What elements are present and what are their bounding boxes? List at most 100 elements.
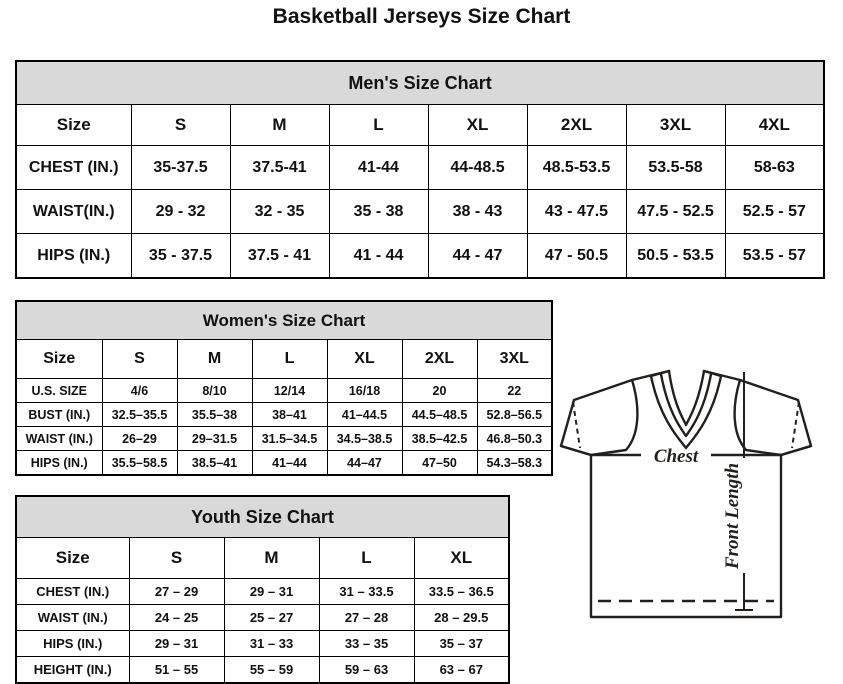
- mens-chest-4xl: 58-63: [724, 145, 825, 190]
- chest-label: Chest: [654, 446, 699, 467]
- youth-chart-banner: Youth Size Chart: [15, 495, 510, 538]
- youth-waist-s: 24 – 25: [128, 604, 225, 631]
- womens-ussize-xl: 16/18: [326, 378, 403, 403]
- mens-waist-xl: 38 - 43: [427, 189, 528, 234]
- womens-ussize-m: 8/10: [176, 378, 253, 403]
- youth-header-xl: XL: [413, 537, 510, 579]
- womens-header-size: Size: [15, 339, 103, 379]
- womens-hips-3xl: 54.3–58.3: [476, 450, 553, 476]
- womens-waist-m: 29–31.5: [176, 426, 253, 451]
- youth-hips-s: 29 – 31: [128, 630, 225, 657]
- mens-waist-3xl: 47.5 - 52.5: [625, 189, 726, 234]
- womens-ussize-2xl: 20: [401, 378, 478, 403]
- youth-waist-m: 25 – 27: [223, 604, 320, 631]
- v-neck-collar: [649, 369, 723, 450]
- front-length-label: Front Length: [722, 463, 743, 570]
- table-row: HIPS (IN.) 35.5–58.5 38.5–41 41–44 44–47…: [15, 450, 553, 476]
- womens-ussize-3xl: 22: [476, 378, 553, 403]
- table-row: HIPS (IN.) 35 - 37.5 37.5 - 41 41 - 44 4…: [15, 233, 825, 279]
- mens-header-4xl: 4XL: [724, 104, 825, 146]
- table-row: WAIST (IN.) 26–29 29–31.5 31.5–34.5 34.5…: [15, 426, 553, 451]
- womens-chart-header-row: Size S M L XL 2XL 3XL: [15, 339, 553, 379]
- youth-hips-m: 31 – 33: [223, 630, 320, 657]
- youth-row-label-hips: HIPS (IN.): [15, 630, 130, 657]
- table-row: WAIST(IN.) 29 - 32 32 - 35 35 - 38 38 - …: [15, 189, 825, 234]
- mens-chest-xl: 44-48.5: [427, 145, 528, 190]
- youth-chest-l: 31 – 33.5: [318, 578, 415, 605]
- mens-hips-3xl: 50.5 - 53.5: [625, 233, 726, 279]
- table-row: CHEST (IN.) 27 – 29 29 – 31 31 – 33.5 33…: [15, 578, 510, 605]
- youth-hips-l: 33 – 35: [318, 630, 415, 657]
- mens-header-2xl: 2XL: [526, 104, 627, 146]
- mens-waist-4xl: 52.5 - 57: [724, 189, 825, 234]
- sleeve-cuff-seam: [572, 401, 800, 449]
- mens-chart-header-row: Size S M L XL 2XL 3XL 4XL: [15, 104, 825, 146]
- womens-row-label-us-size: U.S. SIZE: [15, 378, 103, 403]
- mens-hips-l: 41 - 44: [328, 233, 429, 279]
- womens-ussize-l: 12/14: [251, 378, 328, 403]
- womens-chart-banner: Women's Size Chart: [15, 300, 553, 340]
- mens-chest-m: 37.5-41: [229, 145, 330, 190]
- mens-hips-s: 35 - 37.5: [130, 233, 231, 279]
- youth-waist-l: 27 – 28: [318, 604, 415, 631]
- mens-header-s: S: [130, 104, 231, 146]
- youth-height-m: 55 – 59: [223, 656, 320, 684]
- mens-row-label-chest: CHEST (IN.): [15, 145, 132, 190]
- mens-waist-l: 35 - 38: [328, 189, 429, 234]
- womens-ussize-s: 4/6: [101, 378, 178, 403]
- table-row: CHEST (IN.) 35-37.5 37.5-41 41-44 44-48.…: [15, 145, 825, 190]
- jersey-measurement-diagram: Chest Front Length: [536, 358, 843, 658]
- mens-header-m: M: [229, 104, 330, 146]
- womens-size-chart-table: Women's Size Chart Size S M L XL 2XL 3XL…: [15, 300, 554, 476]
- womens-bust-2xl: 44.5–48.5: [401, 402, 478, 427]
- mens-chest-2xl: 48.5-53.5: [526, 145, 627, 190]
- youth-row-label-height: HEIGHT (IN.): [15, 656, 130, 684]
- table-row: HIPS (IN.) 29 – 31 31 – 33 33 – 35 35 – …: [15, 630, 510, 657]
- womens-header-m: M: [176, 339, 253, 379]
- womens-waist-l: 31.5–34.5: [251, 426, 328, 451]
- womens-waist-2xl: 38.5–42.5: [401, 426, 478, 451]
- womens-bust-m: 35.5–38: [176, 402, 253, 427]
- youth-chart-banner-row: Youth Size Chart: [15, 495, 510, 538]
- womens-hips-l: 41–44: [251, 450, 328, 476]
- page-title: Basketball Jerseys Size Chart: [272, 5, 571, 28]
- womens-header-2xl: 2XL: [401, 339, 478, 379]
- womens-bust-l: 38–41: [251, 402, 328, 427]
- mens-header-size: Size: [15, 104, 132, 146]
- youth-waist-xl: 28 – 29.5: [413, 604, 510, 631]
- jersey-shirt-outline: [559, 369, 813, 619]
- mens-header-l: L: [328, 104, 429, 146]
- mens-chest-s: 35-37.5: [130, 145, 231, 190]
- mens-row-label-hips: HIPS (IN.): [15, 233, 132, 279]
- mens-chart-banner: Men's Size Chart: [15, 60, 825, 105]
- front-length-measure-line: [735, 372, 753, 611]
- youth-height-xl: 63 – 67: [413, 656, 510, 684]
- womens-row-label-hips: HIPS (IN.): [15, 450, 103, 476]
- womens-header-l: L: [251, 339, 328, 379]
- womens-waist-xl: 34.5–38.5: [326, 426, 403, 451]
- womens-header-xl: XL: [326, 339, 403, 379]
- youth-chest-s: 27 – 29: [128, 578, 225, 605]
- womens-hips-s: 35.5–58.5: [101, 450, 178, 476]
- mens-waist-m: 32 - 35: [229, 189, 330, 234]
- youth-header-s: S: [128, 537, 225, 579]
- womens-row-label-waist: WAIST (IN.): [15, 426, 103, 451]
- youth-chest-m: 29 – 31: [223, 578, 320, 605]
- table-row: BUST (IN.) 32.5–35.5 35.5–38 38–41 41–44…: [15, 402, 553, 427]
- youth-height-s: 51 – 55: [128, 656, 225, 684]
- womens-header-3xl: 3XL: [476, 339, 553, 379]
- mens-waist-2xl: 43 - 47.5: [526, 189, 627, 234]
- table-row: U.S. SIZE 4/6 8/10 12/14 16/18 20 22: [15, 378, 553, 403]
- youth-hips-xl: 35 – 37: [413, 630, 510, 657]
- mens-size-chart-table: Men's Size Chart Size S M L XL 2XL 3XL 4…: [15, 60, 826, 279]
- youth-chest-xl: 33.5 – 36.5: [413, 578, 510, 605]
- youth-chart-header-row: Size S M L XL: [15, 537, 510, 579]
- mens-row-label-waist: WAIST(IN.): [15, 189, 132, 234]
- mens-hips-4xl: 53.5 - 57: [724, 233, 825, 279]
- womens-row-label-bust: BUST (IN.): [15, 402, 103, 427]
- mens-hips-2xl: 47 - 50.5: [526, 233, 627, 279]
- mens-chest-3xl: 53.5-58: [625, 145, 726, 190]
- youth-header-l: L: [318, 537, 415, 579]
- mens-chest-l: 41-44: [328, 145, 429, 190]
- table-row: HEIGHT (IN.) 51 – 55 55 – 59 59 – 63 63 …: [15, 656, 510, 684]
